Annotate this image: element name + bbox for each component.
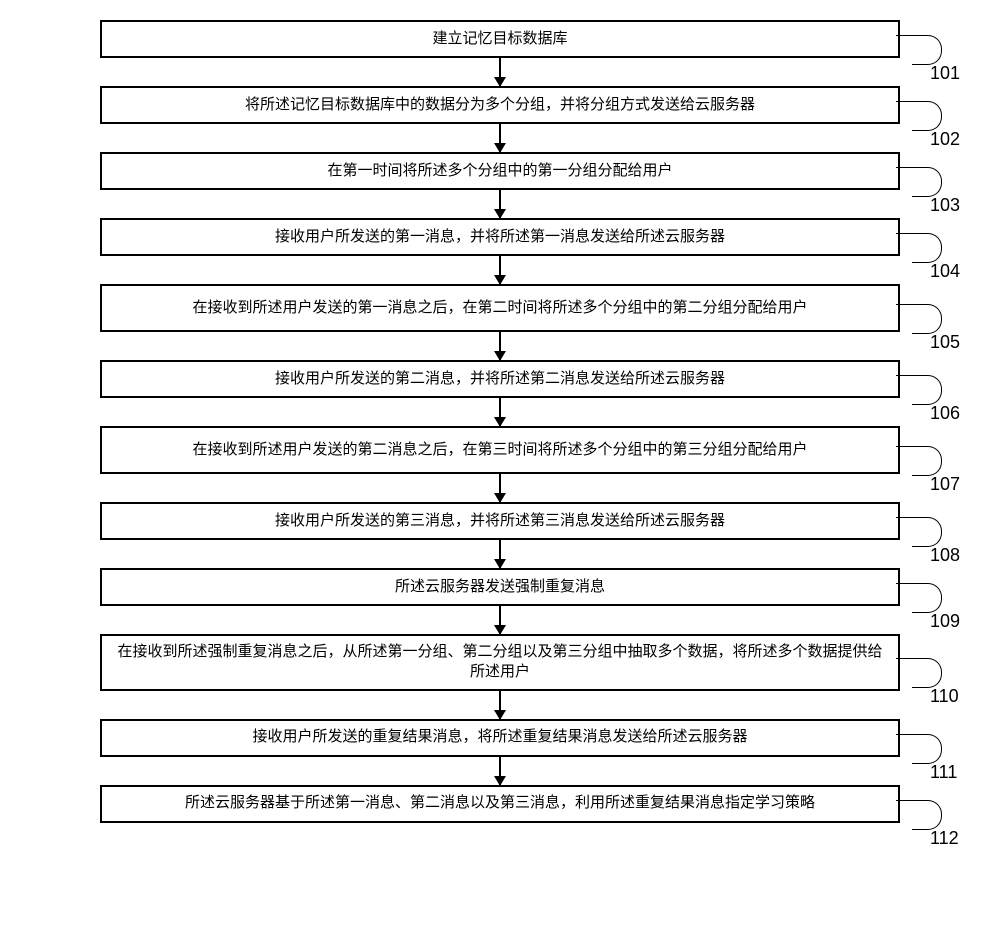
flow-arrow: [499, 332, 501, 360]
step-reference-label: 110: [930, 684, 959, 708]
reference-connector: 104: [898, 233, 968, 273]
step-text: 所述云服务器基于所述第一消息、第二消息以及第三消息，利用所述重复结果消息指定学习…: [185, 793, 815, 813]
step-text: 在接收到所述用户发送的第一消息之后，在第二时间将所述多个分组中的第二分组分配给用…: [192, 298, 807, 318]
step-text: 将所述记忆目标数据库中的数据分为多个分组，并将分组方式发送给云服务器: [245, 95, 755, 115]
step-reference-label: 104: [930, 259, 960, 283]
step-reference-label: 111: [930, 760, 957, 784]
reference-connector: 102: [898, 101, 968, 141]
step-text: 所述云服务器发送强制重复消息: [395, 577, 605, 597]
step-box-102: 将所述记忆目标数据库中的数据分为多个分组，并将分组方式发送给云服务器102: [100, 86, 900, 124]
flow-arrow: [499, 606, 501, 634]
reference-connector: 111: [898, 734, 968, 774]
step-box-105: 在接收到所述用户发送的第一消息之后，在第二时间将所述多个分组中的第二分组分配给用…: [100, 284, 900, 332]
flow-arrow: [499, 190, 501, 218]
step-reference-label: 112: [930, 826, 959, 850]
flow-arrow: [499, 540, 501, 568]
flow-arrow: [499, 124, 501, 152]
step-reference-label: 108: [930, 543, 960, 567]
reference-connector: 109: [898, 583, 968, 623]
reference-connector: 107: [898, 446, 968, 486]
reference-connector: 101: [898, 35, 968, 75]
step-box-103: 在第一时间将所述多个分组中的第一分组分配给用户103: [100, 152, 900, 190]
reference-connector: 103: [898, 167, 968, 207]
step-reference-label: 105: [930, 330, 960, 354]
step-reference-label: 102: [930, 127, 960, 151]
step-text: 在接收到所述强制重复消息之后，从所述第一分组、第二分组以及第三分组中抽取多个数据…: [112, 642, 888, 683]
step-text: 接收用户所发送的第二消息，并将所述第二消息发送给所述云服务器: [275, 369, 725, 389]
step-text: 接收用户所发送的重复结果消息，将所述重复结果消息发送给所述云服务器: [252, 727, 747, 747]
reference-connector: 106: [898, 375, 968, 415]
step-reference-label: 107: [930, 472, 960, 496]
reference-connector: 105: [898, 304, 968, 344]
step-reference-label: 101: [930, 61, 960, 85]
step-box-106: 接收用户所发送的第二消息，并将所述第二消息发送给所述云服务器106: [100, 360, 900, 398]
flow-arrow: [499, 691, 501, 719]
step-text: 接收用户所发送的第三消息，并将所述第三消息发送给所述云服务器: [275, 511, 725, 531]
step-box-104: 接收用户所发送的第一消息，并将所述第一消息发送给所述云服务器104: [100, 218, 900, 256]
step-text: 接收用户所发送的第一消息，并将所述第一消息发送给所述云服务器: [275, 227, 725, 247]
reference-connector: 108: [898, 517, 968, 557]
step-text: 在接收到所述用户发送的第二消息之后，在第三时间将所述多个分组中的第三分组分配给用…: [192, 440, 807, 460]
step-text: 在第一时间将所述多个分组中的第一分组分配给用户: [327, 161, 672, 181]
flow-arrow: [499, 474, 501, 502]
reference-connector: 110: [898, 658, 968, 698]
flowchart-container: 建立记忆目标数据库101将所述记忆目标数据库中的数据分为多个分组，并将分组方式发…: [40, 20, 960, 823]
flow-arrow: [499, 757, 501, 785]
step-box-107: 在接收到所述用户发送的第二消息之后，在第三时间将所述多个分组中的第三分组分配给用…: [100, 426, 900, 474]
reference-connector: 112: [898, 800, 968, 840]
step-reference-label: 109: [930, 609, 960, 633]
flow-arrow: [499, 256, 501, 284]
step-box-109: 所述云服务器发送强制重复消息109: [100, 568, 900, 606]
flow-arrow: [499, 398, 501, 426]
step-box-110: 在接收到所述强制重复消息之后，从所述第一分组、第二分组以及第三分组中抽取多个数据…: [100, 634, 900, 691]
step-reference-label: 106: [930, 401, 960, 425]
flow-arrow: [499, 58, 501, 86]
step-box-111: 接收用户所发送的重复结果消息，将所述重复结果消息发送给所述云服务器111: [100, 719, 900, 757]
step-box-108: 接收用户所发送的第三消息，并将所述第三消息发送给所述云服务器108: [100, 502, 900, 540]
step-box-101: 建立记忆目标数据库101: [100, 20, 900, 58]
step-reference-label: 103: [930, 193, 960, 217]
step-box-112: 所述云服务器基于所述第一消息、第二消息以及第三消息，利用所述重复结果消息指定学习…: [100, 785, 900, 823]
step-text: 建立记忆目标数据库: [432, 29, 567, 49]
